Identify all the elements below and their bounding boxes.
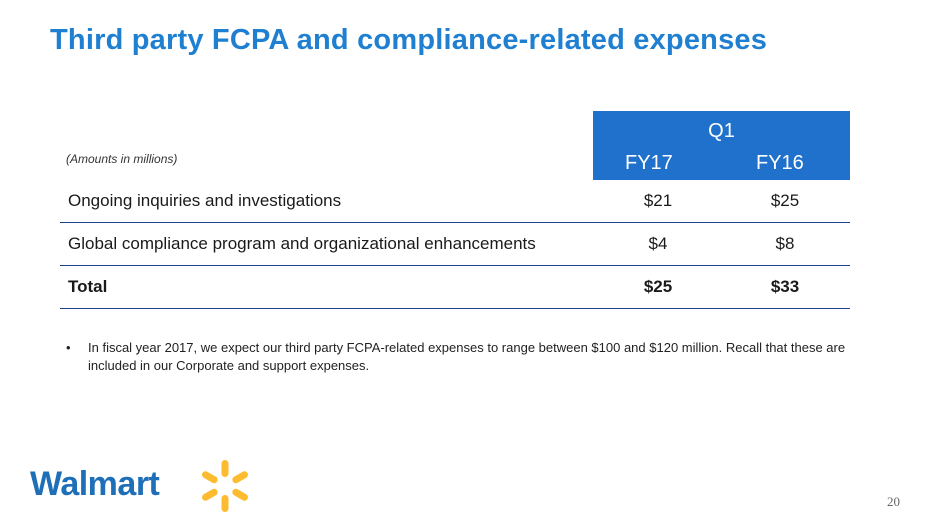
spark-icon (202, 460, 248, 512)
table-row-total: Total $25 $33 (60, 266, 850, 309)
period-header: Q1 (708, 120, 735, 142)
row-value-fy16: $33 (770, 277, 800, 296)
row-label: Global compliance program and organizati… (68, 234, 536, 253)
column-header-fy17: FY17 (625, 152, 673, 174)
row-value-fy17: $25 (643, 277, 673, 296)
row-label: Ongoing inquiries and investigations (68, 191, 342, 210)
bullet-icon: • (66, 340, 71, 355)
row-value-fy16: $25 (770, 191, 800, 210)
row-label: Total (68, 277, 108, 296)
table-header: Q1 FY17 FY16 (593, 111, 850, 180)
table-row: Ongoing inquiries and investigations $21… (60, 180, 850, 223)
bullet-note: • In fiscal year 2017, we expect our thi… (66, 339, 846, 375)
table-row: Global compliance program and organizati… (60, 223, 850, 266)
page-title: Third party FCPA and compliance-related … (50, 24, 768, 56)
row-value-fy17: $4 (648, 234, 668, 253)
page-number: 20 (887, 494, 900, 509)
bullet-text: In fiscal year 2017, we expect our third… (88, 340, 846, 373)
amounts-note: (Amounts in millions) (66, 152, 178, 166)
logo-wordmark: Walmart (30, 465, 160, 503)
row-value-fy16: $8 (775, 234, 795, 253)
walmart-logo: Walmart (30, 457, 248, 517)
row-value-fy17: $21 (643, 191, 673, 210)
column-header-fy16: FY16 (756, 152, 804, 174)
